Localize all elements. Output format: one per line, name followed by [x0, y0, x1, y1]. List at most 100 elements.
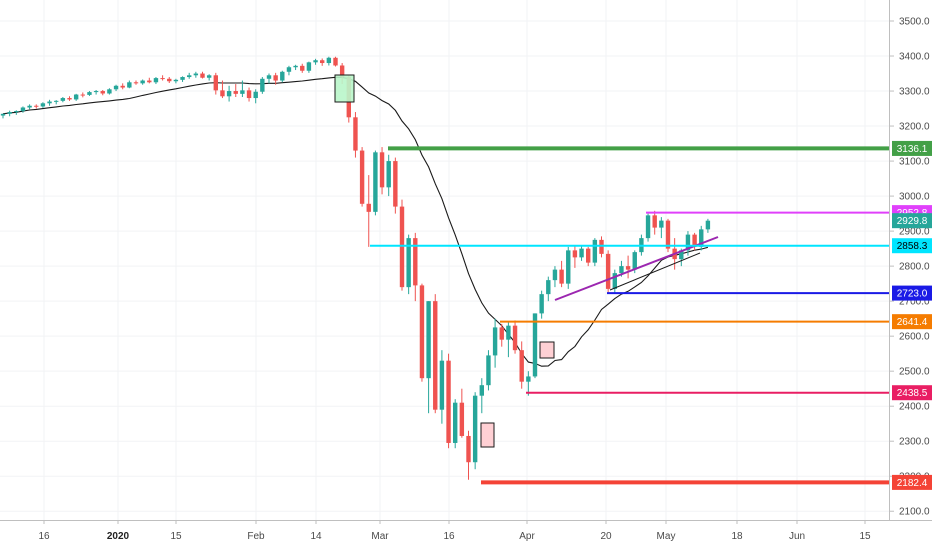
candle-body — [359, 150, 365, 204]
x-tick-label: May — [657, 531, 676, 542]
candle-body — [326, 57, 332, 64]
price-badge-bg — [892, 285, 932, 301]
candle-body — [479, 385, 484, 396]
candle-body — [619, 266, 624, 274]
candle-body — [399, 206, 405, 288]
candle-body — [34, 105, 39, 107]
candle-body — [632, 252, 637, 270]
candle-body — [20, 107, 26, 112]
price-badge-label: 2723.0 — [897, 289, 928, 300]
x-tick-label: Apr — [519, 531, 535, 542]
grid-lines — [0, 0, 889, 520]
price-badge-label: 2641.4 — [897, 317, 928, 328]
candle-body — [180, 77, 185, 80]
y-tick-label: 3400.0 — [899, 52, 930, 63]
candle-body — [373, 152, 378, 212]
candle-body — [699, 229, 704, 247]
candle-body — [333, 57, 338, 66]
candle-body — [685, 234, 691, 251]
price-badge-2182.4: 2182.4 — [892, 474, 932, 490]
candle-body — [0, 113, 6, 116]
y-tick-label: 3100.0 — [899, 157, 930, 168]
x-tick-label: 14 — [310, 531, 322, 542]
price-badge-bg — [892, 213, 932, 229]
candle-body — [54, 100, 59, 102]
candle-body — [532, 313, 538, 377]
trend-line-purple[interactable] — [554, 236, 719, 301]
candle-body — [160, 78, 165, 80]
candle-body — [705, 220, 711, 230]
candle-body — [313, 60, 318, 63]
price-badge-bg — [892, 314, 932, 330]
highlight-box-pink[interactable] — [539, 341, 555, 359]
candle-body — [27, 105, 32, 108]
trend-line-black[interactable] — [609, 252, 701, 291]
candle-body — [586, 248, 591, 263]
moving-average-line — [2, 76, 709, 367]
candle-body — [659, 220, 664, 228]
highlight-box-green[interactable] — [334, 74, 355, 103]
candle-body — [253, 91, 258, 99]
time-axis[interactable]: 16 2020 15 Feb 14 Mar 16 Apr 20 May 18 Jun 15 — [38, 520, 871, 542]
candle-body — [213, 75, 218, 91]
x-tick-label: 18 — [731, 531, 743, 542]
candle-body — [539, 294, 544, 314]
candle-body — [413, 238, 418, 286]
candle-body — [107, 89, 112, 94]
candle-body — [446, 360, 451, 443]
candle-body — [526, 376, 531, 382]
candle-body — [127, 82, 132, 88]
price-badge-2641.4: 2641.4 — [892, 314, 932, 330]
candle-body — [406, 238, 411, 288]
candle-body — [572, 250, 578, 258]
candle-body — [393, 161, 398, 207]
candle-body — [260, 78, 265, 92]
candle-body — [60, 98, 66, 101]
candle-body — [173, 79, 179, 82]
price-badge-bg — [892, 140, 932, 156]
candle-body — [133, 82, 139, 84]
candle-body — [353, 117, 358, 151]
candle-body — [200, 73, 205, 78]
candle-body — [233, 91, 238, 94]
candle-body — [459, 402, 465, 436]
price-badge-2723.0: 2723.0 — [892, 285, 932, 301]
candle-body — [113, 85, 119, 90]
candle-body — [153, 78, 159, 83]
x-tick-label: 20 — [600, 531, 612, 542]
x-tick-label: 16 — [443, 531, 455, 542]
y-tick-label: 2600.0 — [899, 332, 930, 343]
candle-body — [552, 269, 558, 281]
highlight-box-pink[interactable] — [480, 422, 495, 448]
candle-body — [599, 239, 604, 254]
candle-body — [645, 215, 651, 239]
candle-body — [206, 75, 212, 78]
candle-body — [266, 75, 272, 79]
candle-body — [220, 90, 225, 97]
candle-body — [240, 90, 245, 94]
candle-body — [519, 350, 524, 382]
candle-body — [366, 203, 371, 212]
candle-body — [426, 301, 431, 379]
y-tick-label: 2100.0 — [899, 507, 930, 518]
horizontal-level-lines[interactable] — [370, 146, 889, 485]
y-tick-label: 2400.0 — [899, 402, 930, 413]
candle-body — [665, 220, 671, 249]
candle-body — [433, 301, 438, 410]
price-badge-label: 2182.4 — [897, 478, 928, 489]
candle-body — [512, 325, 518, 351]
y-tick-label: 3200.0 — [899, 122, 930, 133]
y-tick-label: 2700.0 — [899, 297, 930, 308]
candle-body — [559, 269, 564, 284]
y-tick-label: 3000.0 — [899, 192, 930, 203]
price-axis[interactable]: 3500.0 3400.0 3300.0 3200.0 3100.0 3000.0 2900… — [890, 17, 930, 518]
candle-body — [379, 152, 385, 188]
x-tick-label: Jun — [789, 531, 805, 542]
candle-body — [47, 101, 52, 104]
candle-body — [87, 92, 92, 95]
x-tick-label: Feb — [247, 531, 265, 542]
candle-body — [320, 60, 325, 64]
candle-body — [93, 91, 99, 93]
